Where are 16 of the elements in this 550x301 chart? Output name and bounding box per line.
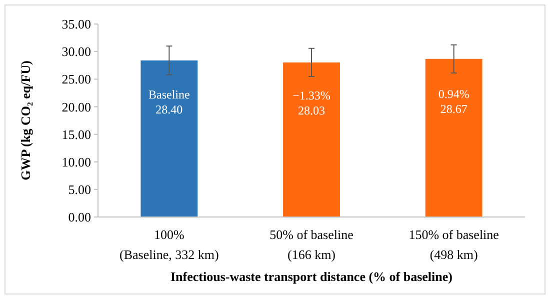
data-label: Baseline 28.40 [148,88,190,117]
y-tick-label: 20.00 [62,99,91,114]
y-tick-label: 25.00 [62,72,91,87]
data-label: 0.94% 28.67 [438,86,470,116]
x-tick-label: 150% of baseline (498 km) [408,227,500,262]
y-axis-title: GWP (kg CO₂ eq/FU) [18,60,33,180]
y-tick-label: 30.00 [62,44,91,60]
y-tick-label: 5.00 [68,182,91,197]
y-tick-label: 10.00 [62,154,91,170]
x-axis-title: Infectious-waste transport distance (% of baseline) [170,269,453,284]
x-tick-label: 50% of baseline (166 km) [270,227,354,262]
x-tick-label: 100% (Baseline, 332 km) [120,227,219,262]
data-label: −1.33% 28.03 [292,88,330,118]
y-tick-label: 35.00 [62,16,91,32]
y-tick-label: 15.00 [62,126,91,142]
y-tick-label: 0.00 [68,210,91,225]
